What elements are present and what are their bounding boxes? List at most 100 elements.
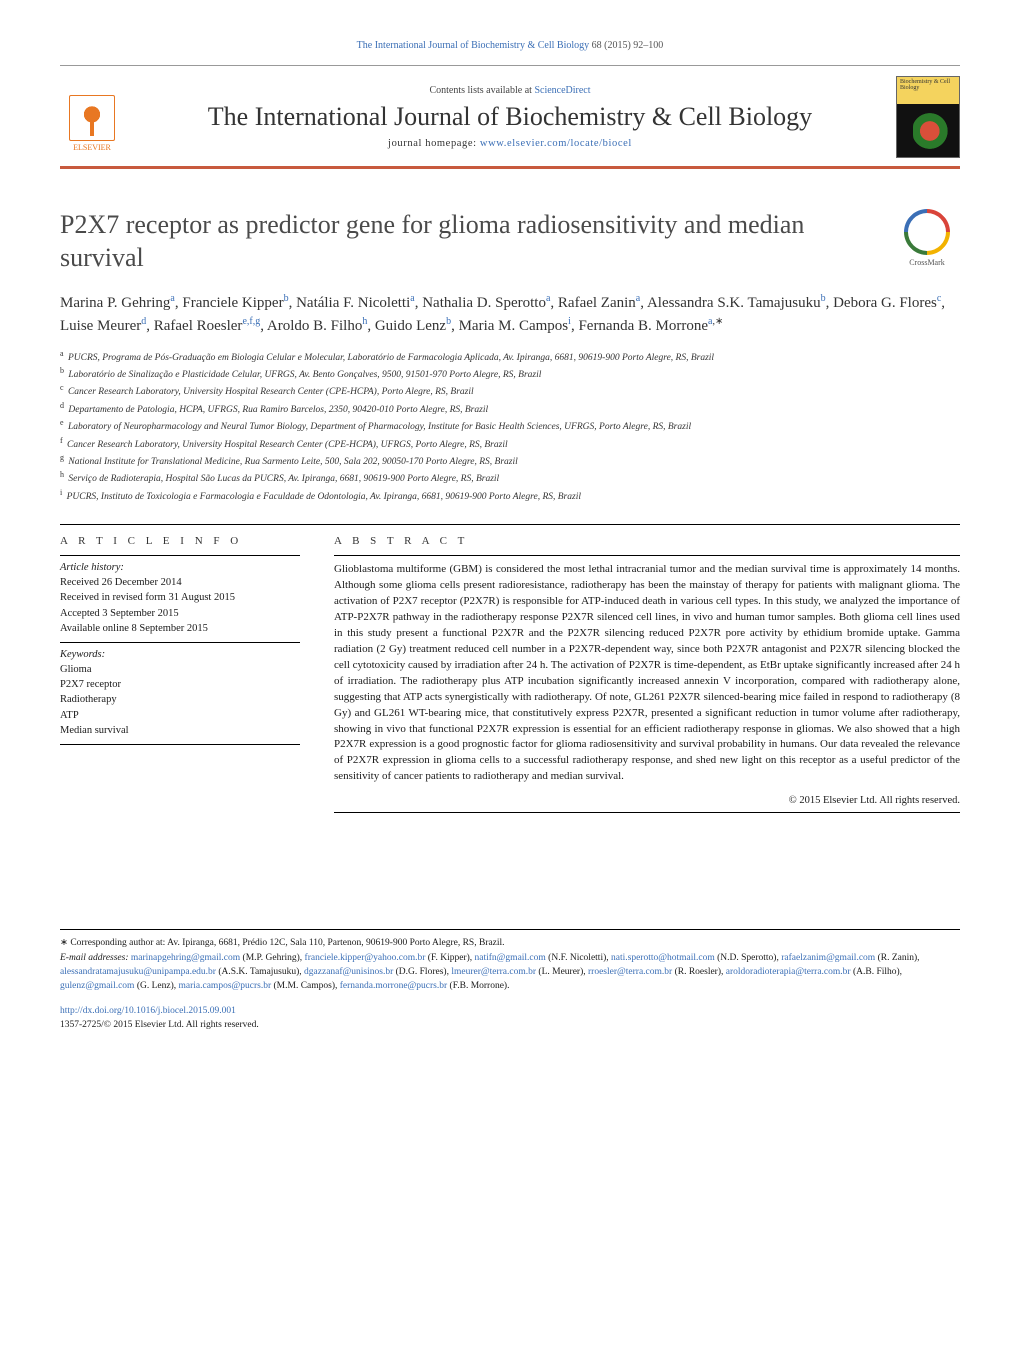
sciencedirect-link[interactable]: ScienceDirect [534, 85, 590, 96]
abstract-column: A B S T R A C T Glioblastoma multiforme … [334, 535, 960, 819]
affiliation: e Laboratory of Neuropharmacology and Ne… [60, 417, 960, 434]
email-link[interactable]: lmeurer@terra.com.br [451, 967, 536, 977]
email-who: (G. Lenz) [134, 981, 173, 991]
author: Debora G. Floresc [833, 295, 941, 311]
author: Guido Lenzb [375, 318, 451, 334]
affiliation: b Laboratório de Sinalização e Plasticid… [60, 365, 960, 382]
affiliation-label: g [60, 453, 64, 462]
affiliation-label: a [60, 349, 64, 358]
abstract-heading: A B S T R A C T [334, 535, 960, 547]
keyword: Glioma [60, 662, 300, 677]
crossmark-icon [894, 199, 959, 264]
issn-copyright: 1357-2725/© 2015 Elsevier Ltd. All right… [60, 1020, 259, 1030]
email-who: (M.M. Campos) [271, 981, 335, 991]
inner-rule [60, 555, 300, 556]
inner-rule [60, 744, 300, 745]
header-center: Contents lists available at ScienceDirec… [142, 85, 878, 149]
email-link[interactable]: alessandratamajusuku@unipampa.edu.br [60, 967, 216, 977]
keyword: P2X7 receptor [60, 677, 300, 692]
email-who: (N.D. Sperotto) [715, 953, 777, 963]
journal-header-band: ELSEVIER Contents lists available at Sci… [60, 65, 960, 169]
email-link[interactable]: natifn@gmail.com [475, 953, 546, 963]
email-who: (N.F. Nicoletti) [546, 953, 606, 963]
author-affiliation-ref: b [284, 293, 289, 304]
author-affiliation-ref: e,f,g [242, 316, 260, 327]
inner-rule [334, 555, 960, 556]
email-who: (L. Meurer) [536, 967, 583, 977]
author: Luise Meurerd [60, 318, 146, 334]
author: Rafael Roeslere,f,g [154, 318, 261, 334]
keyword: Median survival [60, 723, 300, 738]
author: Fernanda B. Morronea,∗ [578, 318, 723, 334]
author: Alessandra S.K. Tamajusukub [647, 295, 826, 311]
email-link[interactable]: rafaelzanim@gmail.com [781, 953, 875, 963]
author: Rafael Zanina [558, 295, 640, 311]
email-link[interactable]: rroesler@terra.com.br [588, 967, 672, 977]
history-list: Received 26 December 2014Received in rev… [60, 575, 300, 636]
section-rule [60, 524, 960, 525]
journal-name: The International Journal of Biochemistr… [142, 102, 878, 132]
running-head: The International Journal of Biochemistr… [60, 40, 960, 51]
corresponding-marker: ,∗ [712, 316, 723, 327]
author: Marina P. Gehringa [60, 295, 175, 311]
keyword: ATP [60, 708, 300, 723]
author-affiliation-ref: i [568, 316, 571, 327]
email-who: (M.P. Gehring) [240, 953, 300, 963]
author-affiliation-ref: b [821, 293, 826, 304]
doi-link[interactable]: http://dx.doi.org/10.1016/j.biocel.2015.… [60, 1006, 236, 1016]
email-link[interactable]: aroldoradioterapia@terra.com.br [726, 967, 851, 977]
email-link[interactable]: maria.campos@pucrs.br [179, 981, 272, 991]
affiliation: c Cancer Research Laboratory, University… [60, 382, 960, 399]
author-affiliation-ref: a [546, 293, 550, 304]
email-link[interactable]: gulenz@gmail.com [60, 981, 134, 991]
keywords-list: GliomaP2X7 receptorRadiotherapyATPMedian… [60, 662, 300, 738]
email-who: (R. Zanin) [875, 953, 917, 963]
history-item: Available online 8 September 2015 [60, 621, 300, 636]
email-link[interactable]: franciele.kipper@yahoo.com.br [305, 953, 426, 963]
email-who: (D.G. Flores) [393, 967, 446, 977]
author: Franciele Kipperb [182, 295, 288, 311]
article-info-column: A R T I C L E I N F O Article history: R… [60, 535, 300, 819]
contents-line: Contents lists available at ScienceDirec… [142, 85, 878, 96]
affiliation-label: e [60, 418, 64, 427]
author-affiliation-ref: a [170, 293, 174, 304]
author-affiliation-ref: h [362, 316, 367, 327]
inner-rule [334, 812, 960, 813]
affiliation: a PUCRS, Programa de Pós-Graduação em Bi… [60, 348, 960, 365]
article-title: P2X7 receptor as predictor gene for glio… [60, 209, 874, 274]
crossmark-badge[interactable]: CrossMark [894, 209, 960, 267]
author-affiliation-ref: a [410, 293, 414, 304]
homepage-link[interactable]: www.elsevier.com/locate/biocel [480, 138, 632, 149]
affiliation: g National Institute for Translational M… [60, 452, 960, 469]
cover-caption: Biochemistry & Cell Biology [900, 79, 959, 91]
contents-prefix: Contents lists available at [429, 85, 534, 96]
inner-rule [60, 642, 300, 643]
affiliation-label: d [60, 401, 64, 410]
abstract-text: Glioblastoma multiforme (GBM) is conside… [334, 562, 960, 785]
history-item: Accepted 3 September 2015 [60, 606, 300, 621]
affiliation-label: b [60, 366, 64, 375]
running-head-citation: 68 (2015) 92–100 [589, 40, 663, 51]
email-link[interactable]: nati.sperotto@hotmail.com [611, 953, 715, 963]
author: Natália F. Nicolettia [296, 295, 415, 311]
email-who: (A.S.K. Tamajusuku) [216, 967, 299, 977]
article-info-heading: A R T I C L E I N F O [60, 535, 300, 547]
affiliation-label: i [60, 488, 62, 497]
doi-block: http://dx.doi.org/10.1016/j.biocel.2015.… [60, 1005, 960, 1032]
affiliation: d Departamento de Patologia, HCPA, UFRGS… [60, 400, 960, 417]
affiliation-list: a PUCRS, Programa de Pós-Graduação em Bi… [60, 348, 960, 505]
corresponding-text: Corresponding author at: Av. Ipiranga, 6… [70, 938, 504, 948]
author-list: Marina P. Gehringa, Franciele Kipperb, N… [60, 292, 960, 338]
footnotes: ∗ Corresponding author at: Av. Ipiranga,… [60, 929, 960, 993]
email-link[interactable]: dgazzanaf@unisinos.br [304, 967, 393, 977]
email-who: (A.B. Filho) [851, 967, 900, 977]
keyword: Radiotherapy [60, 692, 300, 707]
affiliation-label: h [60, 470, 64, 479]
email-link[interactable]: fernanda.morrone@pucrs.br [340, 981, 447, 991]
email-link[interactable]: marinapgehring@gmail.com [131, 953, 240, 963]
abstract-copyright: © 2015 Elsevier Ltd. All rights reserved… [334, 795, 960, 806]
asterisk-icon: ∗ [60, 938, 70, 948]
author-affiliation-ref: c [937, 293, 941, 304]
affiliation: i PUCRS, Instituto de Toxicologia e Farm… [60, 487, 960, 504]
history-item: Received in revised form 31 August 2015 [60, 590, 300, 605]
